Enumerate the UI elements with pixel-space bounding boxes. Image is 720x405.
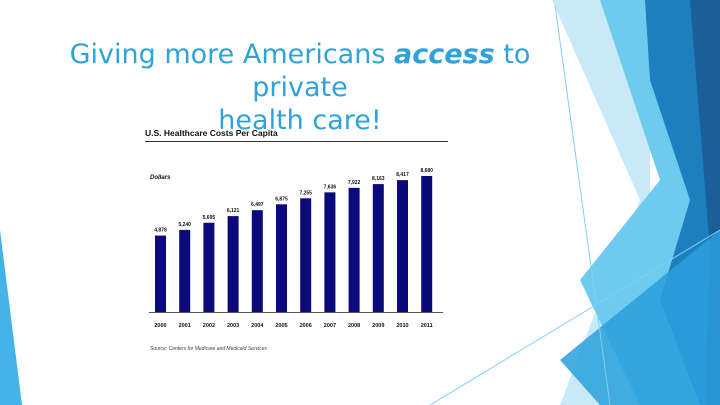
- x-tick-label: 2005: [275, 323, 287, 329]
- x-tick-label: 2006: [300, 323, 312, 329]
- chart-panel: U.S. Healthcare Costs Per Capita Dollars…: [145, 128, 450, 358]
- slide-title: Giving more Americans access to private …: [20, 38, 580, 137]
- bar-2006: [300, 198, 312, 312]
- bar-2004: [251, 210, 263, 312]
- bar-value-label: 7,636: [324, 184, 337, 190]
- chart-source: Source: Centers for Medicare and Medicai…: [150, 346, 267, 352]
- x-tick-label: 2009: [372, 323, 384, 329]
- y-axis-label: Dollars: [150, 175, 171, 181]
- bar-value-label: 5,695: [203, 215, 216, 221]
- bar-value-label: 6,121: [227, 208, 240, 214]
- x-tick-label: 2002: [203, 323, 215, 329]
- bar-value-label: 8,417: [396, 172, 409, 178]
- x-tick-label: 2000: [154, 323, 166, 329]
- bar-2003: [227, 216, 239, 312]
- bar-2000: [155, 235, 166, 312]
- deco-line: [429, 229, 720, 405]
- title-part1: Giving more Americans: [69, 39, 394, 70]
- chart-title-rule: [145, 141, 448, 142]
- bar-chart: Dollars 4,878 2000 5,240 2001 5,695 2002 6,121…: [149, 168, 443, 329]
- bar-2005: [276, 204, 287, 312]
- x-tick-label: 2003: [227, 323, 239, 329]
- x-tick-label: 2011: [421, 323, 433, 329]
- bar-2011: [421, 175, 433, 312]
- title-emphasis: access: [394, 39, 495, 70]
- x-tick-label: 2004: [251, 323, 264, 329]
- bar-2010: [397, 180, 408, 312]
- bar-value-label: 7,255: [299, 190, 312, 196]
- x-tick-label: 2007: [324, 323, 336, 329]
- bar-value-label: 6,875: [275, 196, 288, 202]
- bar-2001: [179, 229, 191, 312]
- bar-value-label: 8,680: [420, 168, 433, 174]
- deco-line: [554, 4, 611, 405]
- x-tick-label: 2001: [179, 323, 191, 329]
- x-tick-label: 2008: [348, 323, 360, 329]
- bar-value-label: 6,497: [251, 202, 264, 208]
- bar-value-label: 7,922: [348, 180, 361, 186]
- bar-value-label: 5,240: [178, 222, 191, 228]
- bar-2007: [324, 192, 336, 312]
- x-tick-label: 2010: [396, 323, 408, 329]
- bar-2009: [372, 184, 384, 312]
- bar-2002: [203, 222, 215, 312]
- bar-value-label: 8,163: [372, 176, 385, 182]
- chart-title: U.S. Healthcare Costs Per Capita: [145, 128, 278, 138]
- bar-value-label: 4,878: [154, 228, 167, 234]
- title-line2: health care!: [218, 105, 382, 136]
- right-bottom-panel: [560, 230, 720, 405]
- bar-2008: [348, 187, 360, 312]
- left-accent-shape: [0, 230, 22, 405]
- title-part2: to private: [252, 39, 531, 103]
